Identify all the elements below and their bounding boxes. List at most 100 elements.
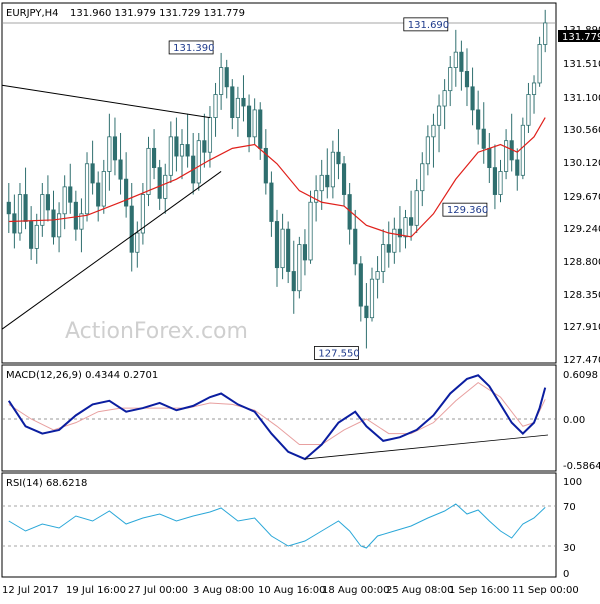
candle-body (459, 51, 464, 72)
price-tick-label: 129.240 (563, 224, 600, 235)
candle-body (219, 67, 224, 95)
candle-body (163, 174, 168, 199)
candle-body (341, 163, 347, 195)
candle-body (397, 228, 403, 238)
candle-body (230, 86, 235, 118)
price-annotation: 129.360 (447, 205, 488, 216)
candle-body (336, 151, 341, 165)
candle-body (151, 147, 157, 169)
rsi-tick-label: 0 (563, 569, 569, 580)
price-annotation-box (314, 346, 359, 360)
candle-body (297, 244, 302, 292)
x-axis-label: 25 Aug 08:00 (386, 585, 453, 596)
rsi-marks (2, 503, 556, 549)
price-annotation-box (403, 17, 449, 32)
candle-body (409, 217, 414, 226)
macd-tick-label: 0.00 (563, 415, 585, 426)
candle-body (157, 167, 162, 199)
price-pane-border (1, 2, 557, 364)
candle-body (40, 194, 45, 226)
price-tick-label: 127.910 (563, 322, 600, 333)
candle-body (263, 147, 268, 184)
candle-body (286, 228, 291, 272)
candle-body (140, 194, 145, 234)
candle-body (90, 163, 95, 184)
candle-body (73, 201, 78, 230)
price-tick-label: 128.800 (563, 257, 600, 268)
candle-body (179, 144, 185, 157)
candle-body (17, 194, 23, 234)
rsi-tick-label: 30 (563, 543, 576, 554)
price-tick-label: 128.350 (563, 290, 600, 301)
candle-body (23, 194, 28, 222)
candle-body (481, 128, 486, 149)
x-axis-label: 12 Jul 2017 (2, 585, 59, 596)
candle-body (414, 190, 419, 226)
x-axis-label: 27 Jul 00:00 (128, 585, 188, 596)
candle-body (213, 94, 218, 118)
candle-body (364, 305, 369, 319)
candle-body (492, 167, 497, 195)
candle-body (274, 221, 280, 269)
candle-body (6, 201, 11, 215)
candle-body (453, 51, 458, 68)
price-marks: 131.390 131.690 129.360 127.550 (1, 9, 556, 360)
candle-body (101, 171, 106, 207)
candle-body (504, 140, 509, 172)
candle-body (330, 151, 335, 188)
macd-trend-line (304, 434, 549, 460)
candle-body (464, 71, 470, 88)
chart-ohlc-label: 131.960 131.979 131.729 131.779 (70, 8, 245, 19)
macd-pane-border (1, 364, 557, 472)
candle-body (252, 109, 257, 138)
candle-body (520, 124, 525, 176)
rsi-tick-label: 70 (563, 502, 576, 513)
candle-body (79, 213, 84, 230)
candle-body (246, 105, 252, 138)
candle-body (302, 244, 308, 261)
x-axis-label: 10 Aug 16:00 (258, 585, 325, 596)
candle-body (112, 136, 118, 161)
watermark-text: ActionForex.com (65, 319, 248, 344)
candle-body (291, 271, 296, 292)
candle-body (269, 182, 274, 222)
candle-body (392, 228, 397, 253)
moving-average-line (8, 117, 546, 238)
x-axis-label: 19 Jul 16:00 (66, 585, 126, 596)
rsi-line (8, 503, 546, 549)
candle-body (498, 171, 503, 195)
candle-body (403, 217, 408, 238)
chart-symbol-label: EURJPY,H4 (6, 8, 59, 19)
x-axis-label: 18 Aug 00:00 (322, 585, 389, 596)
candle-body (442, 90, 447, 107)
trend-line-upper (1, 84, 211, 119)
candle-body (353, 228, 358, 265)
candle-body (375, 271, 380, 280)
macd-marks (2, 374, 556, 461)
price-annotation: 131.690 (408, 20, 449, 31)
candle-body (258, 109, 263, 149)
candle-body (515, 159, 520, 176)
candle-body (420, 163, 425, 192)
candle-body (526, 94, 531, 126)
candle-body (436, 105, 442, 126)
rsi-pane-border (1, 472, 557, 578)
candle-body (425, 136, 430, 165)
candle-body (68, 186, 73, 203)
candle-body (358, 263, 363, 307)
candle-body (168, 136, 173, 176)
candle-body (129, 205, 134, 253)
price-tick-label: 130.560 (563, 125, 600, 136)
candle-body (29, 221, 34, 249)
candle-body (202, 140, 207, 153)
candle-body (107, 136, 112, 172)
candle-body (487, 147, 492, 169)
price-tick-label: 129.670 (563, 192, 600, 203)
candle-body (224, 67, 229, 88)
candle-body (62, 186, 67, 215)
candle-body (280, 228, 285, 269)
candle-body (470, 86, 475, 111)
candle-body (314, 190, 319, 203)
